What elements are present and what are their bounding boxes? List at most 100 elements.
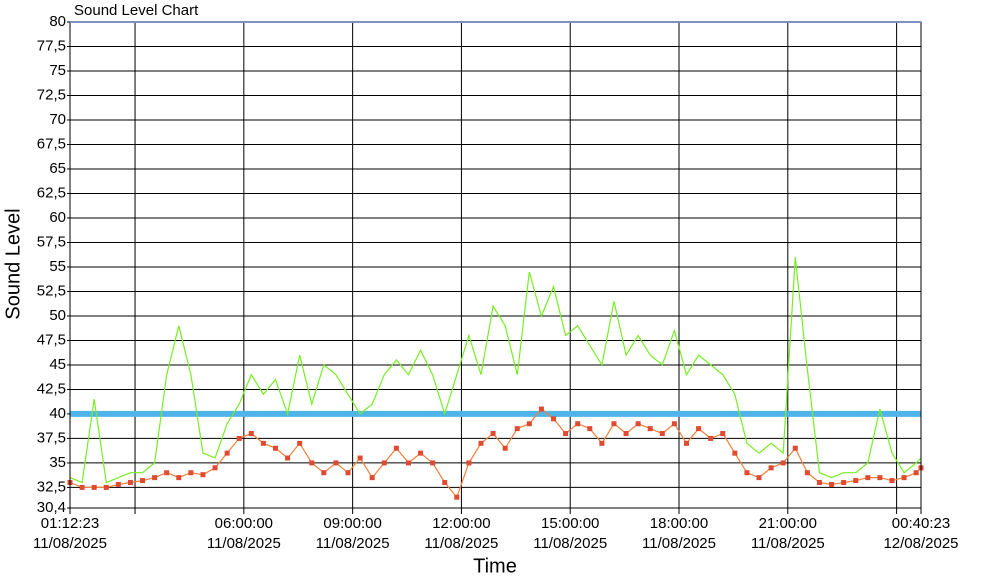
data-point bbox=[913, 470, 919, 476]
data-point bbox=[696, 426, 702, 432]
y-tick-label: 50 bbox=[49, 307, 66, 324]
data-point bbox=[91, 484, 97, 490]
data-point bbox=[732, 450, 738, 456]
data-point bbox=[200, 472, 206, 478]
data-point bbox=[212, 465, 218, 471]
data-point bbox=[889, 478, 895, 484]
y-tick-label: 72,5 bbox=[37, 86, 66, 103]
data-point bbox=[611, 421, 617, 427]
x-tick-label: 09:00:00 bbox=[323, 515, 381, 532]
data-point bbox=[321, 470, 327, 476]
y-tick-label: 55 bbox=[49, 258, 66, 275]
data-point bbox=[720, 431, 726, 437]
y-tick-label: 60 bbox=[49, 209, 66, 226]
data-point bbox=[454, 494, 460, 500]
data-point bbox=[309, 460, 315, 466]
data-point bbox=[115, 481, 121, 487]
x-tick-label: 11/08/2025 bbox=[207, 535, 281, 552]
data-point bbox=[79, 484, 85, 490]
data-point bbox=[103, 484, 109, 490]
data-point bbox=[345, 470, 351, 476]
data-point bbox=[853, 478, 859, 484]
data-point bbox=[490, 431, 496, 437]
data-point bbox=[647, 426, 653, 432]
data-point bbox=[176, 475, 182, 481]
data-point bbox=[865, 475, 871, 481]
y-tick-label: 67,5 bbox=[37, 135, 66, 152]
data-point bbox=[587, 426, 593, 432]
y-tick-label: 32,5 bbox=[37, 478, 66, 495]
y-tick-label: 62,5 bbox=[37, 184, 66, 201]
data-point bbox=[272, 445, 278, 451]
x-tick-label: 11/08/2025 bbox=[316, 535, 390, 552]
data-point bbox=[297, 440, 303, 446]
y-axis-label: Sound Level bbox=[2, 208, 24, 319]
data-point bbox=[901, 475, 907, 481]
x-tick-label: 18:00:00 bbox=[650, 515, 708, 532]
data-point bbox=[224, 450, 230, 456]
series-line bbox=[69, 257, 922, 484]
y-tick-label: 45 bbox=[49, 356, 66, 373]
x-tick-label: 00:40:23 bbox=[892, 515, 950, 532]
x-tick-label: 11/08/2025 bbox=[533, 535, 607, 552]
data-point bbox=[405, 460, 411, 466]
y-tick-label: 80 bbox=[49, 13, 66, 30]
data-point bbox=[514, 426, 520, 432]
data-point bbox=[768, 465, 774, 471]
data-point bbox=[188, 470, 194, 476]
chart-title: Sound Level Chart bbox=[74, 2, 199, 19]
data-point bbox=[683, 440, 689, 446]
data-point bbox=[466, 460, 472, 466]
data-point bbox=[502, 445, 508, 451]
data-point bbox=[744, 470, 750, 476]
data-point bbox=[442, 480, 448, 486]
data-point bbox=[369, 475, 375, 481]
data-point bbox=[563, 431, 569, 437]
data-point bbox=[756, 475, 762, 481]
data-point bbox=[708, 435, 714, 441]
y-tick-label: 75 bbox=[49, 62, 66, 79]
y-tick-label: 47,5 bbox=[37, 331, 66, 348]
data-point bbox=[538, 406, 544, 412]
data-point bbox=[152, 475, 158, 481]
x-tick-label: 12/08/2025 bbox=[883, 535, 958, 552]
data-point bbox=[260, 440, 266, 446]
data-point bbox=[478, 440, 484, 446]
y-tick-label: 30,4 bbox=[37, 499, 66, 516]
data-point bbox=[780, 460, 786, 466]
data-point bbox=[623, 431, 629, 437]
y-tick-label: 40 bbox=[49, 405, 66, 422]
data-point bbox=[248, 431, 254, 437]
data-point bbox=[393, 445, 399, 451]
data-point bbox=[381, 460, 387, 466]
y-tick-label: 57,5 bbox=[37, 233, 66, 250]
data-point bbox=[418, 450, 424, 456]
y-tick-label: 77,5 bbox=[37, 37, 66, 54]
x-tick-label: 12:00:00 bbox=[432, 515, 490, 532]
x-tick-label: 11/08/2025 bbox=[33, 535, 107, 552]
x-tick-label: 15:00:00 bbox=[541, 515, 599, 532]
x-tick-label: 01:12:23 bbox=[41, 515, 99, 532]
data-point bbox=[816, 480, 822, 486]
x-tick-label: 21:00:00 bbox=[759, 515, 817, 532]
data-point bbox=[792, 445, 798, 451]
data-point bbox=[635, 421, 641, 427]
y-tick-label: 70 bbox=[49, 111, 66, 128]
data-point bbox=[333, 460, 339, 466]
data-point bbox=[285, 455, 291, 461]
data-point bbox=[526, 421, 532, 427]
data-point bbox=[877, 475, 883, 481]
data-point bbox=[804, 470, 810, 476]
y-tick-label: 42,5 bbox=[37, 380, 66, 397]
y-tick-label: 35 bbox=[49, 454, 66, 471]
y-tick-label: 65 bbox=[49, 160, 66, 177]
data-point bbox=[430, 460, 436, 466]
data-point bbox=[599, 440, 605, 446]
data-point bbox=[671, 421, 677, 427]
x-tick-label: 11/08/2025 bbox=[642, 535, 716, 552]
data-point bbox=[164, 470, 170, 476]
data-point bbox=[659, 431, 665, 437]
x-axis-label: Time bbox=[473, 555, 517, 577]
